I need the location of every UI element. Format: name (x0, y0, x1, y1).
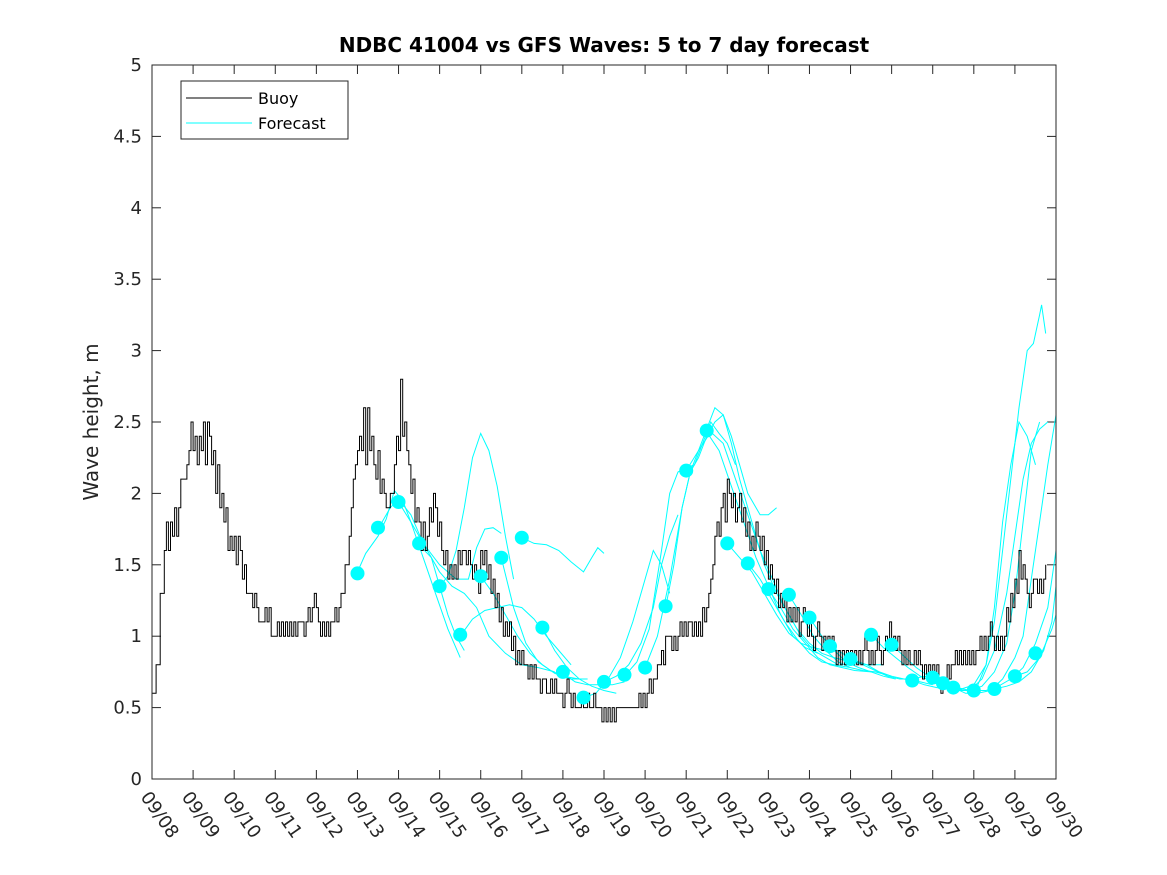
forecast-marker (761, 582, 776, 597)
y-axis-label: Wave height, m (79, 343, 103, 500)
forecast-marker (494, 550, 509, 565)
y-tick-label: 3 (131, 341, 142, 362)
forecast-marker (1028, 646, 1043, 661)
y-tick-label: 3.5 (113, 269, 142, 290)
forecast-line (994, 586, 1056, 690)
y-tick-label: 2.5 (113, 412, 142, 433)
buoy-line (152, 378, 1047, 723)
forecast-marker (555, 664, 570, 679)
forecast-line (891, 420, 1036, 692)
forecast-marker (617, 667, 632, 682)
forecast-marker (412, 536, 427, 551)
forecast-marker (453, 627, 468, 642)
y-tick-label: 5 (131, 55, 142, 76)
forecast-line (398, 501, 502, 580)
forecast-marker (576, 690, 591, 705)
y-tick-label: 0.5 (113, 698, 142, 719)
forecast-marker (720, 536, 735, 551)
legend-box (180, 80, 349, 140)
y-tick-label: 4 (131, 198, 142, 219)
forecast-marker (1007, 669, 1022, 684)
forecast-marker (391, 495, 406, 509)
y-tick-label: 2 (131, 483, 142, 504)
forecast-marker (802, 610, 817, 625)
forecast-marker (987, 682, 1002, 696)
forecast-marker (946, 680, 961, 695)
forecast-marker (350, 566, 365, 581)
forecast-marker (535, 620, 550, 635)
forecast-marker (884, 637, 899, 652)
forecast-marker (781, 587, 796, 602)
y-tick-label: 0 (131, 769, 142, 790)
legend-forecast-label: Forecast (258, 114, 326, 133)
y-tick-label: 1 (131, 626, 142, 647)
forecast-marker (679, 463, 694, 478)
axes-box (151, 64, 1057, 780)
forecast-marker (597, 674, 611, 689)
forecast-line (459, 604, 572, 666)
forecast-marker (823, 639, 837, 654)
forecast-marker (864, 627, 879, 642)
forecast-marker (699, 423, 714, 438)
forecast-line (439, 432, 515, 587)
forecast-marker (905, 673, 920, 688)
forecast-line (767, 588, 872, 673)
plot-content (152, 304, 1056, 723)
forecast-marker (843, 652, 858, 666)
forecast-marker (514, 530, 529, 545)
forecast-line (562, 672, 625, 686)
forecast-line (665, 406, 839, 666)
y-tick-label: 4.5 (113, 126, 142, 147)
y-tick-label: 1.5 (113, 555, 142, 576)
legend: Buoy Forecast (180, 80, 349, 140)
forecast-marker (371, 520, 385, 535)
chart-title: NDBC 41004 vs GFS Waves: 5 to 7 day fore… (339, 33, 870, 57)
forecast-marker (638, 660, 653, 675)
forecast-marker (473, 569, 488, 584)
forecast-line (644, 414, 777, 668)
forecast-marker (432, 579, 447, 594)
forecast-marker (740, 556, 755, 571)
forecast-line (521, 537, 605, 573)
forecast-marker (658, 599, 673, 614)
forecast-line (541, 627, 617, 694)
forecast-marker (925, 670, 940, 685)
legend-buoy-label: Buoy (258, 89, 298, 108)
forecast-line (583, 549, 671, 699)
forecast-marker (966, 683, 981, 698)
